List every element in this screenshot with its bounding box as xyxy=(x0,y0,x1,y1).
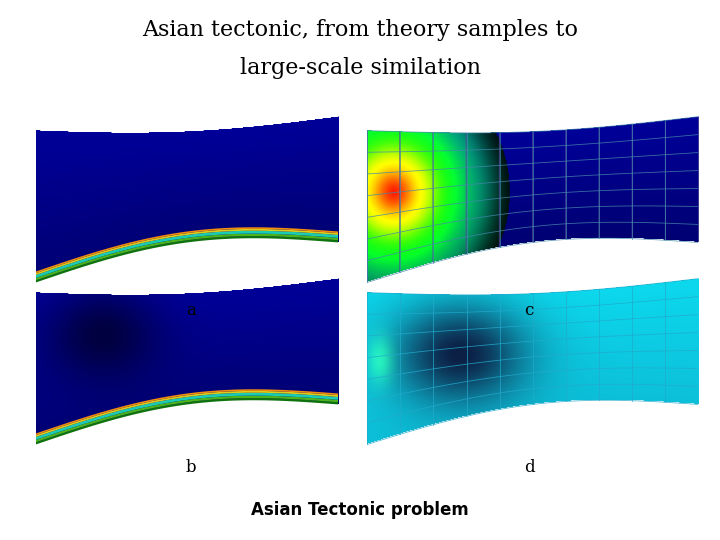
Text: d: d xyxy=(524,458,534,476)
Polygon shape xyxy=(36,227,338,273)
Text: b: b xyxy=(186,458,196,476)
Text: c: c xyxy=(524,302,534,319)
Polygon shape xyxy=(36,231,338,278)
Text: Asian tectonic, from theory samples to: Asian tectonic, from theory samples to xyxy=(142,19,578,41)
Polygon shape xyxy=(36,234,338,280)
Polygon shape xyxy=(36,396,338,442)
Polygon shape xyxy=(36,398,338,444)
Text: a: a xyxy=(186,302,196,319)
Polygon shape xyxy=(36,229,338,275)
Text: Asian Tectonic problem: Asian Tectonic problem xyxy=(251,501,469,519)
Text: large-scale similation: large-scale similation xyxy=(240,57,480,79)
Polygon shape xyxy=(36,391,338,437)
Polygon shape xyxy=(36,393,338,440)
Polygon shape xyxy=(36,236,338,282)
Polygon shape xyxy=(36,389,338,435)
